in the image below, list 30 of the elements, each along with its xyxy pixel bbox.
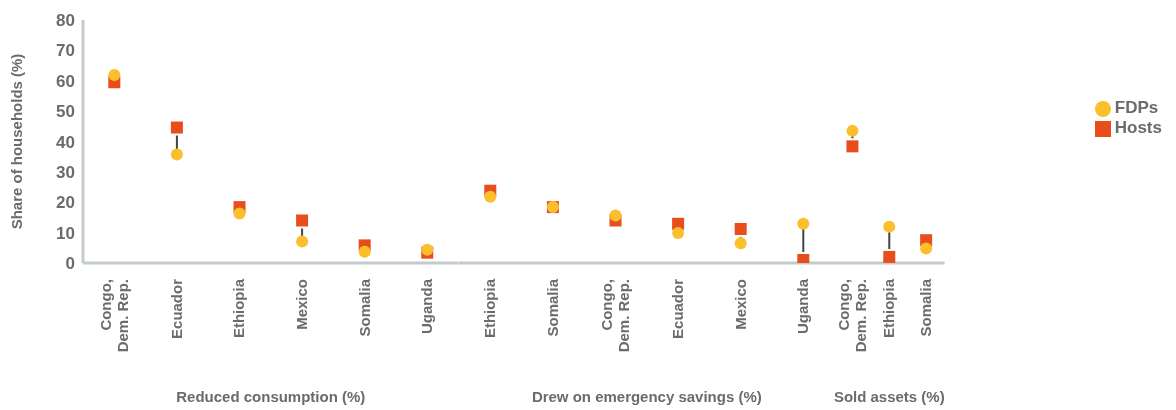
x-tick-label: Ethiopia: [480, 278, 498, 339]
x-tick-label: Uganda: [418, 278, 436, 334]
y-tick-label: 70: [56, 41, 75, 61]
x-tick-label: Ecuador: [668, 278, 686, 339]
x-tick-label: Ecuador: [167, 278, 185, 339]
legend-label: Hosts: [1114, 118, 1162, 137]
x-axis-title: Reduced consumption (%): [176, 388, 366, 405]
y-tick-label: 0: [65, 254, 75, 274]
legend-label: FDPs: [1114, 98, 1159, 117]
x-tick-label: Congo, Dem. Rep.: [597, 279, 632, 353]
x-axis-title: Sold assets (%): [834, 388, 945, 405]
y-tick-label: 40: [56, 132, 75, 152]
y-tick-label: 50: [56, 102, 75, 122]
y-tick-label: 20: [56, 193, 75, 213]
y-tick-label: 30: [56, 162, 75, 182]
x-tick-label: Somalia: [355, 278, 373, 337]
y-axis-title: Share of households (%): [8, 53, 25, 230]
x-tick-label: Somalia: [543, 278, 561, 337]
y-tick-label: 60: [56, 71, 75, 91]
x-axis-title: Drew on emergency savings (%): [531, 388, 762, 405]
x-tick-label: Ethiopia: [230, 278, 248, 339]
x-tick-label: Ethiopia: [880, 278, 898, 339]
x-tick-label: Congo, Dem. Rep.: [835, 279, 870, 353]
y-tick-label: 80: [56, 11, 75, 31]
x-tick-label: Congo, Dem. Rep.: [96, 279, 131, 353]
x-tick-label: Somalia: [917, 278, 935, 337]
y-tick-label: 10: [56, 223, 75, 243]
x-tick-label: Mexico: [293, 279, 311, 330]
x-tick-label: Mexico: [731, 279, 749, 330]
x-tick-label: Uganda: [793, 278, 811, 334]
